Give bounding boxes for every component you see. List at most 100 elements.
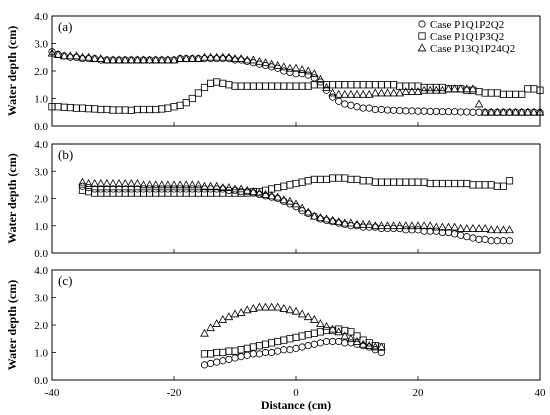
- data-point: [352, 89, 362, 98]
- data-point: [530, 85, 538, 93]
- data-point: [213, 358, 221, 366]
- data-point: [480, 223, 490, 232]
- data-point: [322, 321, 331, 330]
- data-point: [231, 82, 239, 90]
- data-point: [188, 94, 196, 103]
- data-point: [401, 221, 411, 230]
- data-point: [291, 199, 301, 208]
- data-point: [431, 222, 441, 231]
- panels-layer: 0.0 1.0 2.0 3.0 4.0 Water depth (cm) (a) 0.0 1.0…: [5, 11, 546, 399]
- data-point: [279, 303, 289, 312]
- data-point: [236, 54, 246, 62]
- data-point: [310, 74, 318, 82]
- data-point: [438, 83, 447, 92]
- data-point: [322, 337, 331, 346]
- data-point: [304, 331, 312, 339]
- data-point: [53, 49, 63, 58]
- data-point: [322, 214, 331, 223]
- data-point: [279, 195, 289, 204]
- data-point: [456, 223, 466, 232]
- data-point: [425, 221, 435, 230]
- data-point: [316, 319, 325, 327]
- data-point: [377, 81, 386, 89]
- data-point: [261, 58, 270, 67]
- data-point: [469, 181, 477, 189]
- data-point: [303, 312, 313, 321]
- y-axis-title: Water depth (cm): [5, 280, 19, 370]
- data-point: [438, 85, 447, 94]
- series-circle: [48, 48, 544, 116]
- data-point: [444, 179, 453, 188]
- data-point: [389, 106, 398, 114]
- data-point: [450, 108, 459, 116]
- data-point: [261, 189, 270, 198]
- data-point: [200, 83, 209, 92]
- series-circle: [78, 182, 514, 245]
- data-point: [413, 87, 423, 95]
- data-point: [194, 180, 203, 189]
- y-tick-label: 0.0: [34, 121, 48, 133]
- data-point: [438, 108, 446, 116]
- data-point: [316, 175, 325, 184]
- data-point: [402, 178, 410, 186]
- data-point: [225, 81, 233, 89]
- data-point: [267, 59, 276, 68]
- data-point: [72, 53, 81, 61]
- data-point: [200, 350, 209, 358]
- data-point: [347, 81, 355, 89]
- data-point: [309, 69, 319, 78]
- data-point: [206, 79, 215, 87]
- data-point: [457, 231, 465, 239]
- data-point: [280, 182, 288, 190]
- data-point: [297, 203, 307, 212]
- data-point: [328, 337, 337, 346]
- data-point: [322, 326, 331, 335]
- data-point: [450, 222, 459, 231]
- data-point: [200, 328, 209, 337]
- data-point: [377, 88, 386, 97]
- data-point: [274, 82, 282, 90]
- data-point: [402, 107, 410, 115]
- data-point: [207, 55, 215, 63]
- data-point: [432, 83, 440, 92]
- data-point: [280, 197, 288, 205]
- legend-entry: Case P1Q1P3Q2: [430, 31, 504, 43]
- data-point: [267, 302, 276, 311]
- data-point: [358, 339, 368, 348]
- data-point: [218, 183, 228, 191]
- data-point: [462, 223, 472, 232]
- data-point: [414, 226, 422, 234]
- data-point: [133, 55, 142, 64]
- data-point: [255, 350, 263, 358]
- data-point: [505, 177, 514, 185]
- data-point: [383, 81, 392, 89]
- data-point: [475, 235, 483, 243]
- data-point: [370, 342, 380, 351]
- data-point: [285, 63, 295, 72]
- data-point: [396, 107, 404, 115]
- data-point: [207, 359, 215, 368]
- data-point: [389, 88, 398, 97]
- data-point: [335, 81, 343, 89]
- y-tick-label: 3.0: [34, 293, 48, 305]
- data-point: [97, 56, 105, 64]
- data-point: [114, 55, 124, 64]
- data-point: [292, 333, 300, 341]
- data-point: [401, 87, 411, 95]
- data-point: [316, 339, 324, 347]
- series-square: [200, 325, 386, 358]
- data-point: [493, 182, 501, 190]
- data-point: [450, 84, 459, 93]
- data-point: [486, 107, 496, 116]
- data-point: [358, 219, 368, 228]
- data-point: [248, 303, 258, 312]
- data-point: [255, 82, 264, 90]
- data-point: [518, 90, 526, 98]
- panel-1: 0.0 1.0 2.0 3.0 4.0 Water depth (cm) (a): [5, 11, 545, 133]
- data-point: [237, 82, 245, 90]
- data-point: [431, 85, 441, 94]
- data-point: [420, 107, 428, 115]
- data-point: [120, 179, 130, 187]
- data-point: [481, 181, 489, 189]
- data-point: [486, 225, 496, 234]
